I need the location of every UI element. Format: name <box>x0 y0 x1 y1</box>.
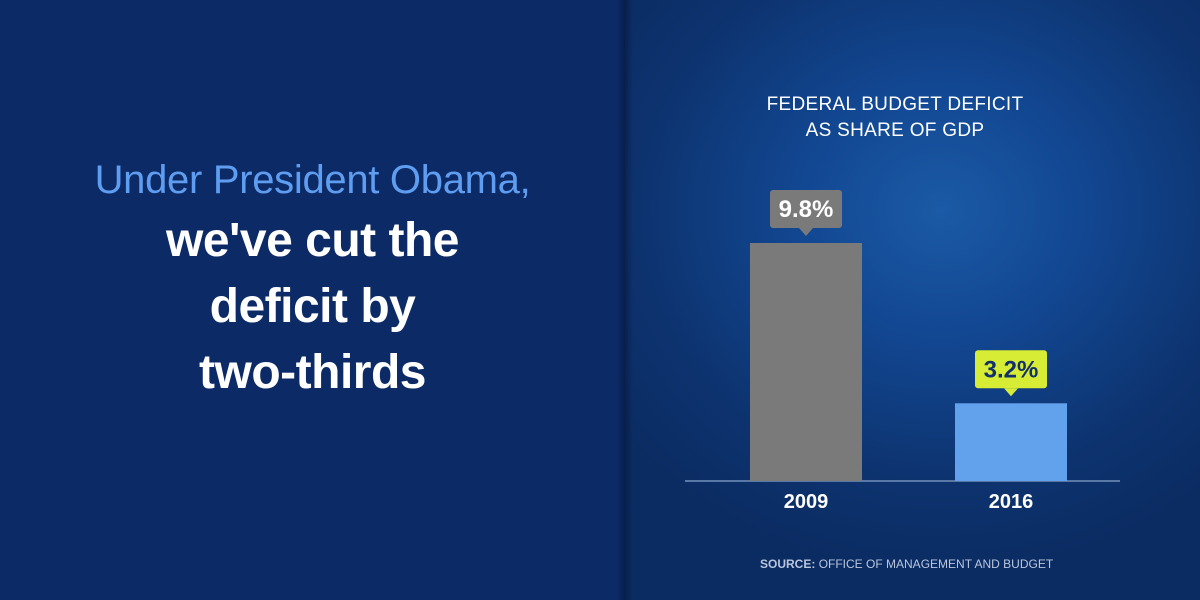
data-label-pointer-2009 <box>799 228 813 236</box>
left-panel <box>0 0 625 600</box>
chart-panel <box>625 0 1200 600</box>
headline-line-2: deficit by <box>209 280 416 333</box>
headline-lead: Under President Obama, <box>94 158 531 202</box>
headline: Under President Obama, we've cut the def… <box>0 152 625 406</box>
x-tick-label-2016: 2016 <box>989 491 1034 513</box>
data-label-2016: 3.2% <box>984 356 1039 383</box>
headline-line-1: we've cut the <box>165 214 460 267</box>
chart-title-line-2: AS SHARE OF GDP <box>805 120 985 141</box>
data-label-box-2016 <box>975 350 1047 389</box>
data-label-2009: 9.8% <box>779 196 834 223</box>
source-note: SOURCE: OFFICE OF MANAGEMENT AND BUDGET <box>760 557 1060 571</box>
bar-2016 <box>955 403 1067 481</box>
source-label: SOURCE: <box>760 557 816 571</box>
headline-line-3: two-thirds <box>199 346 426 399</box>
bar-chart: 9.8% 2009 3.2% 2016 <box>685 190 1120 513</box>
data-label-box-2009 <box>770 190 842 228</box>
data-label-pointer-2016 <box>1004 388 1018 397</box>
chart-title: FEDERAL BUDGET DEFICIT AS SHARE OF GDP <box>740 92 1050 144</box>
chart-title-line-1: FEDERAL BUDGET DEFICIT <box>766 94 1024 115</box>
panel-divider <box>617 0 633 600</box>
bar-2009 <box>750 243 862 481</box>
source-text: OFFICE OF MANAGEMENT AND BUDGET <box>818 557 1054 571</box>
x-tick-label-2009: 2009 <box>784 491 829 513</box>
